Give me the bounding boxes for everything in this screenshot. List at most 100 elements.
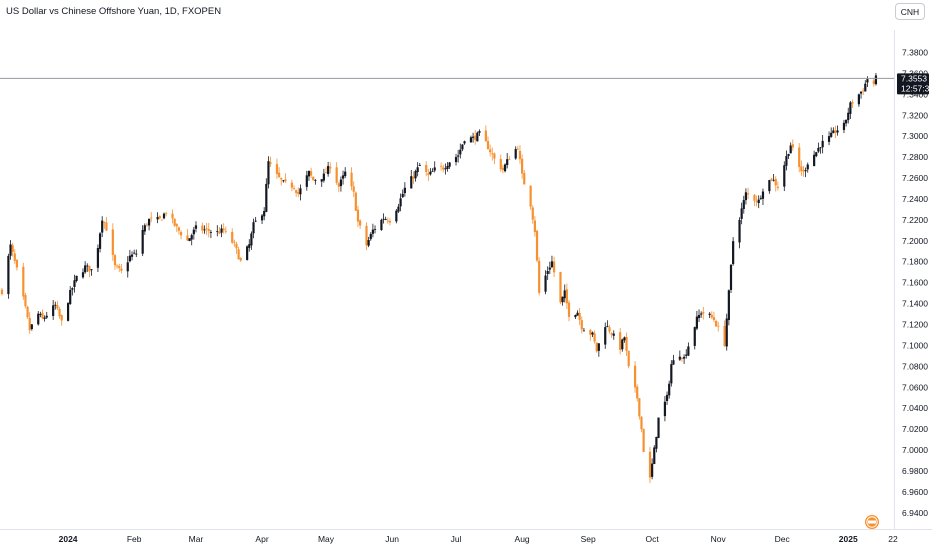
candle-body (305, 175, 308, 187)
candle (341, 170, 345, 185)
candle-body (802, 170, 805, 172)
price-tick-label: 7.2400 (902, 194, 928, 204)
candle (489, 144, 492, 157)
candle (625, 332, 628, 357)
time-tick-label: Aug (515, 534, 530, 544)
candle (578, 307, 581, 326)
candle-body (550, 261, 554, 268)
candle-body (857, 94, 860, 105)
candle-body (0, 289, 4, 295)
tradingview-logo-icon (865, 515, 879, 529)
candle-body (608, 327, 611, 332)
candle (710, 311, 713, 319)
candle (461, 144, 464, 152)
candle (43, 315, 46, 322)
candle-body (440, 166, 443, 167)
candle-body (427, 173, 430, 175)
candle (640, 415, 643, 433)
candle-body (442, 167, 445, 170)
price-tick-label: 7.3800 (902, 48, 928, 58)
candle-body (446, 166, 449, 169)
candle (531, 205, 534, 224)
candle-body (96, 248, 100, 268)
candle-body (665, 394, 669, 402)
candle (73, 274, 76, 293)
candle-body (269, 162, 272, 164)
candle-body (369, 233, 372, 240)
candle-body (141, 229, 144, 254)
candle-body (205, 228, 208, 230)
candle-body (397, 206, 400, 212)
candle (851, 99, 854, 108)
candle (246, 245, 249, 261)
candle (218, 226, 221, 235)
candle-body (418, 165, 421, 166)
candle-body (84, 265, 87, 273)
currency-button[interactable]: CNH (895, 3, 925, 20)
last-price-value: 7.3553 (901, 73, 927, 83)
candle (561, 296, 564, 306)
candle (410, 169, 413, 189)
price-tick-label: 6.9600 (902, 487, 928, 497)
candle (448, 162, 451, 170)
candle (516, 145, 519, 151)
candle (30, 323, 33, 331)
candle-body (574, 315, 577, 318)
candle-body (327, 165, 330, 175)
candle (384, 216, 387, 221)
candle-body (546, 270, 549, 275)
candle (847, 107, 850, 124)
candle-body (859, 91, 863, 94)
candle (606, 320, 609, 328)
candle (785, 150, 788, 171)
candle (120, 263, 123, 274)
candle (135, 249, 138, 258)
candles (0, 73, 878, 483)
candle (491, 147, 494, 161)
candle (188, 238, 191, 242)
candle-body (280, 178, 283, 180)
candle-body (680, 357, 684, 359)
candle (90, 269, 93, 276)
candle (150, 211, 153, 223)
candle-body (416, 167, 419, 173)
candle-body (648, 451, 652, 478)
candle (619, 328, 622, 355)
candle (783, 161, 786, 192)
candle (275, 158, 279, 179)
candle-body (162, 213, 166, 219)
candle-body (727, 290, 730, 320)
candle (815, 151, 818, 158)
candle (697, 309, 701, 322)
candle (359, 219, 362, 229)
candle (742, 195, 745, 214)
candle-body (39, 314, 42, 316)
candle-body (254, 220, 257, 222)
candle (514, 146, 517, 160)
candle (804, 167, 807, 178)
candle (567, 300, 571, 322)
candle-body (56, 305, 59, 309)
candle (292, 185, 296, 191)
candle-body (158, 215, 161, 219)
price-tick-label: 7.0000 (902, 445, 928, 455)
candle-body (133, 252, 136, 254)
candle-body (220, 228, 223, 233)
candle-body (625, 336, 628, 351)
candle (535, 229, 539, 263)
candle (595, 342, 598, 353)
candle-body (224, 230, 227, 232)
price-tick-label: 6.9800 (902, 466, 928, 476)
candle (787, 153, 790, 159)
candle-body (239, 258, 242, 261)
candle-body (75, 275, 78, 281)
candle (506, 152, 509, 169)
candle (312, 176, 315, 181)
candle-body (789, 145, 792, 154)
candle (802, 165, 805, 177)
candle-body (188, 238, 191, 242)
candle (105, 216, 108, 231)
candle (753, 194, 756, 207)
candle-body (344, 171, 347, 177)
